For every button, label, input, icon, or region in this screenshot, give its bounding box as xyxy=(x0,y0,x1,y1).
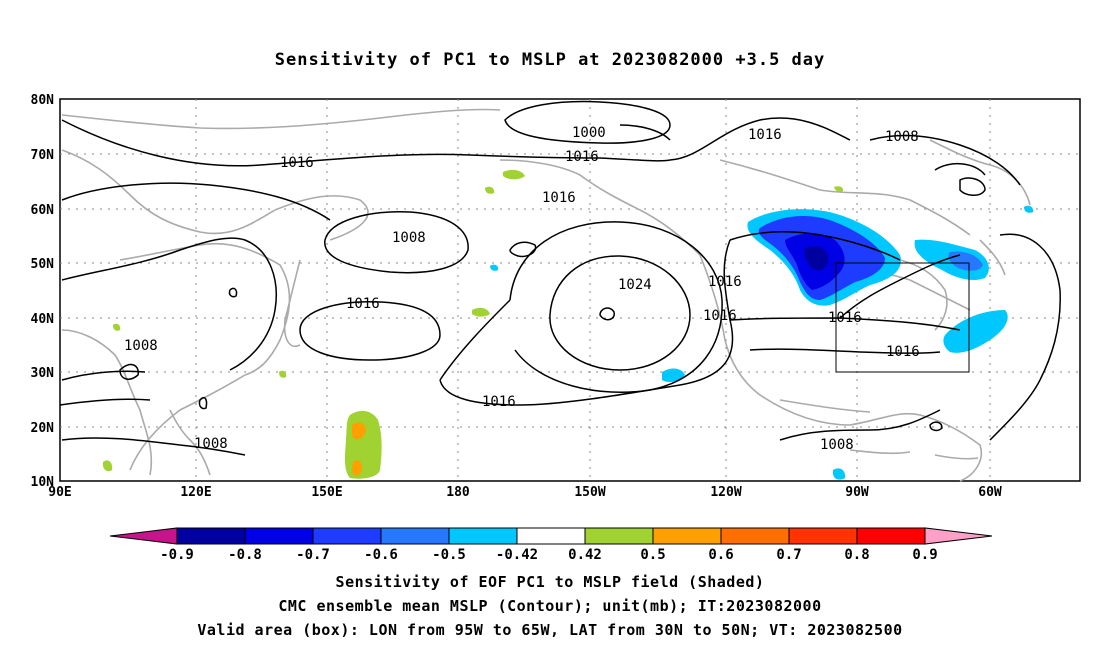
shade-green-2 xyxy=(472,307,490,317)
latitude-labels: 80N 70N 60N 50N 40N 30N 20N 10N xyxy=(31,93,55,490)
isobar-label: 1016 xyxy=(280,155,314,171)
valid-area-box xyxy=(835,262,970,373)
isobar-label: 1008 xyxy=(820,437,854,453)
shade-green-5 xyxy=(279,370,287,378)
lon-label: 150W xyxy=(574,485,605,500)
isobar-label: 1008 xyxy=(194,436,228,452)
colorbar-swatch xyxy=(244,527,314,545)
isobar-label: 1016 xyxy=(542,190,576,206)
lon-label: 90E xyxy=(48,485,71,500)
shade-green-3 xyxy=(485,186,495,194)
lat-label: 80N xyxy=(31,93,55,108)
isobar-label: 1016 xyxy=(828,310,862,326)
colorbar-label: 0.5 xyxy=(640,547,665,563)
isobar-label: 1024 xyxy=(618,277,652,293)
shade-blue-pac xyxy=(662,368,685,383)
footer-line-1: Sensitivity of EOF PC1 to MSLP field (Sh… xyxy=(335,573,765,591)
shade-green-1 xyxy=(503,169,525,180)
lat-label: 50N xyxy=(31,257,55,272)
shade-green-wp xyxy=(344,410,382,479)
longitude-labels: 90E 120E 150E 180 150W 120W 90W 60W xyxy=(48,485,1002,500)
isobar-label: 1000 xyxy=(572,125,606,141)
isobar-label: 1016 xyxy=(346,296,380,312)
colorbar-label: 0.8 xyxy=(844,547,869,563)
isobar-label: 1016 xyxy=(886,344,920,360)
shade-blue-small-1 xyxy=(833,468,846,480)
isobar-label: 1008 xyxy=(392,230,426,246)
lat-label: 30N xyxy=(31,366,55,381)
isobar-label: 1016 xyxy=(708,274,742,290)
colorbar-label: -0.6 xyxy=(364,547,398,563)
shade-blue-small-3 xyxy=(490,264,499,271)
colorbar xyxy=(109,527,993,545)
lat-label: 70N xyxy=(31,148,55,163)
colorbar-swatch xyxy=(312,527,382,545)
sensitivity-shading xyxy=(103,169,1034,480)
lon-label: 90W xyxy=(845,485,869,500)
lat-label: 60N xyxy=(31,203,55,218)
shade-green-6 xyxy=(103,460,113,472)
shade-green-4 xyxy=(113,323,121,331)
lon-label: 120W xyxy=(710,485,741,500)
colorbar-label: 0.6 xyxy=(708,547,733,563)
colorbar-swatch xyxy=(788,527,858,545)
shade-green-7 xyxy=(834,186,844,192)
colorbar-label: 0.42 xyxy=(568,547,602,563)
shade-blue-se xyxy=(943,310,1008,353)
colorbar-swatch xyxy=(176,527,246,545)
colorbar-arrow-left xyxy=(109,527,178,545)
colorbar-label: -0.9 xyxy=(160,547,194,563)
isobar-label: 1016 xyxy=(482,394,516,410)
isobars xyxy=(59,100,1061,456)
lon-label: 60W xyxy=(978,485,1002,500)
colorbar-label: -0.7 xyxy=(296,547,330,563)
colorbar-swatch xyxy=(516,527,586,545)
colorbar-swatch xyxy=(856,527,926,545)
isobar-labels: 1000 1016 1016 1008 1016 1008 1016 1024 … xyxy=(124,125,920,453)
lon-label: 120E xyxy=(180,485,211,500)
isobar-label: 1008 xyxy=(124,338,158,354)
colorbar-label: -0.42 xyxy=(496,547,538,563)
coastlines xyxy=(61,108,1031,482)
colorbar-swatch xyxy=(380,527,450,545)
lat-label: 40N xyxy=(31,312,55,327)
footer-line-3: Valid area (box): LON from 95W to 65W, L… xyxy=(197,621,903,639)
colorbar-arrow-right xyxy=(924,527,993,545)
isobar-label: 1008 xyxy=(885,129,919,145)
colorbar-label: 0.9 xyxy=(912,547,937,563)
footer-line-2: CMC ensemble mean MSLP (Contour); unit(m… xyxy=(278,597,822,615)
lat-label: 10N xyxy=(31,475,55,490)
colorbar-swatch xyxy=(584,527,654,545)
colorbar-label: 0.7 xyxy=(776,547,801,563)
colorbar-labels: -0.9 -0.8 -0.7 -0.6 -0.5 -0.42 0.42 0.5 0.6 0.7 0.… xyxy=(160,547,938,563)
colorbar-label: -0.8 xyxy=(228,547,262,563)
isobar-label: 1016 xyxy=(748,127,782,143)
colorbar-swatch xyxy=(720,527,790,545)
isobar-label: 1016 xyxy=(565,149,599,165)
shade-orange-wp-2 xyxy=(352,460,363,476)
colorbar-label: -0.5 xyxy=(432,547,466,563)
colorbar-swatch xyxy=(652,527,722,545)
lon-label: 150E xyxy=(311,485,342,500)
shade-orange-wp xyxy=(352,422,366,440)
colorbar-swatch xyxy=(448,527,518,545)
isobar-label: 1016 xyxy=(703,308,737,324)
chart-title: Sensitivity of PC1 to MSLP at 2023082000… xyxy=(274,50,826,70)
lat-label: 20N xyxy=(31,421,55,436)
shade-blue-small-2 xyxy=(1024,205,1034,213)
lon-label: 180 xyxy=(446,485,470,500)
shade-blue-core xyxy=(804,246,829,271)
